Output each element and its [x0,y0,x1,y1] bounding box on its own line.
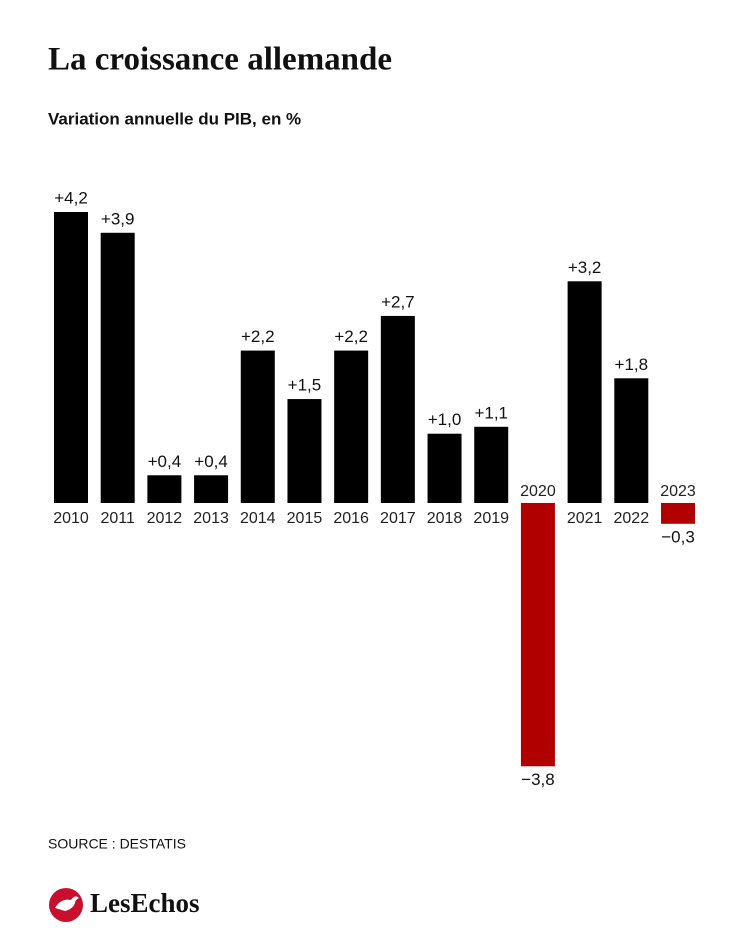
x-tick-label: 2010 [53,510,89,527]
source: SOURCE : DESTATIS [48,836,186,852]
bar [147,475,182,503]
bar [614,378,649,503]
x-tick-label: 2019 [473,510,509,527]
chart-subtitle: Variation annuelle du PIB, en % [48,109,301,128]
x-tick-label: 2022 [614,510,650,527]
bar [100,232,135,504]
value-label: −0,3 [661,527,695,546]
bar [334,350,369,503]
bar [474,426,509,503]
bar [661,503,695,524]
bar [427,433,462,503]
x-tick-label: 2023 [660,483,696,500]
bar [567,281,602,503]
value-label: +0,4 [194,452,228,471]
value-label: +2,2 [241,327,275,346]
x-tick-label: 2017 [380,510,416,527]
value-label: +1,1 [474,403,508,422]
chart-title: La croissance allemande [48,42,392,78]
value-label: +0,4 [148,452,182,471]
value-label: +2,2 [334,327,368,346]
x-tick-label: 2012 [147,510,183,527]
x-tick-label: 2011 [100,510,135,527]
x-tick-label: 2013 [193,510,229,527]
value-label: +3,9 [101,209,135,228]
x-tick-label: 2021 [567,510,603,527]
value-label: −3,8 [521,770,555,789]
x-tick-label: 2016 [333,510,369,527]
bar [240,350,275,503]
logo-icon [49,888,83,922]
x-tick-label: 2014 [240,510,276,527]
logo-text: LesEchos [90,888,200,918]
x-tick-label: 2020 [520,483,556,500]
x-tick-label: 2018 [427,510,463,527]
value-label: +3,2 [568,258,602,277]
bar [54,212,88,503]
value-label: +1,0 [428,410,462,429]
bar [287,399,322,503]
bar [520,503,555,767]
x-tick-label: 2015 [287,510,323,527]
value-label: +4,2 [54,188,88,207]
bar [380,315,415,503]
value-label: +2,7 [381,292,415,311]
value-label: +1,8 [615,355,649,374]
value-label: +1,5 [288,376,322,395]
bar [194,475,229,503]
